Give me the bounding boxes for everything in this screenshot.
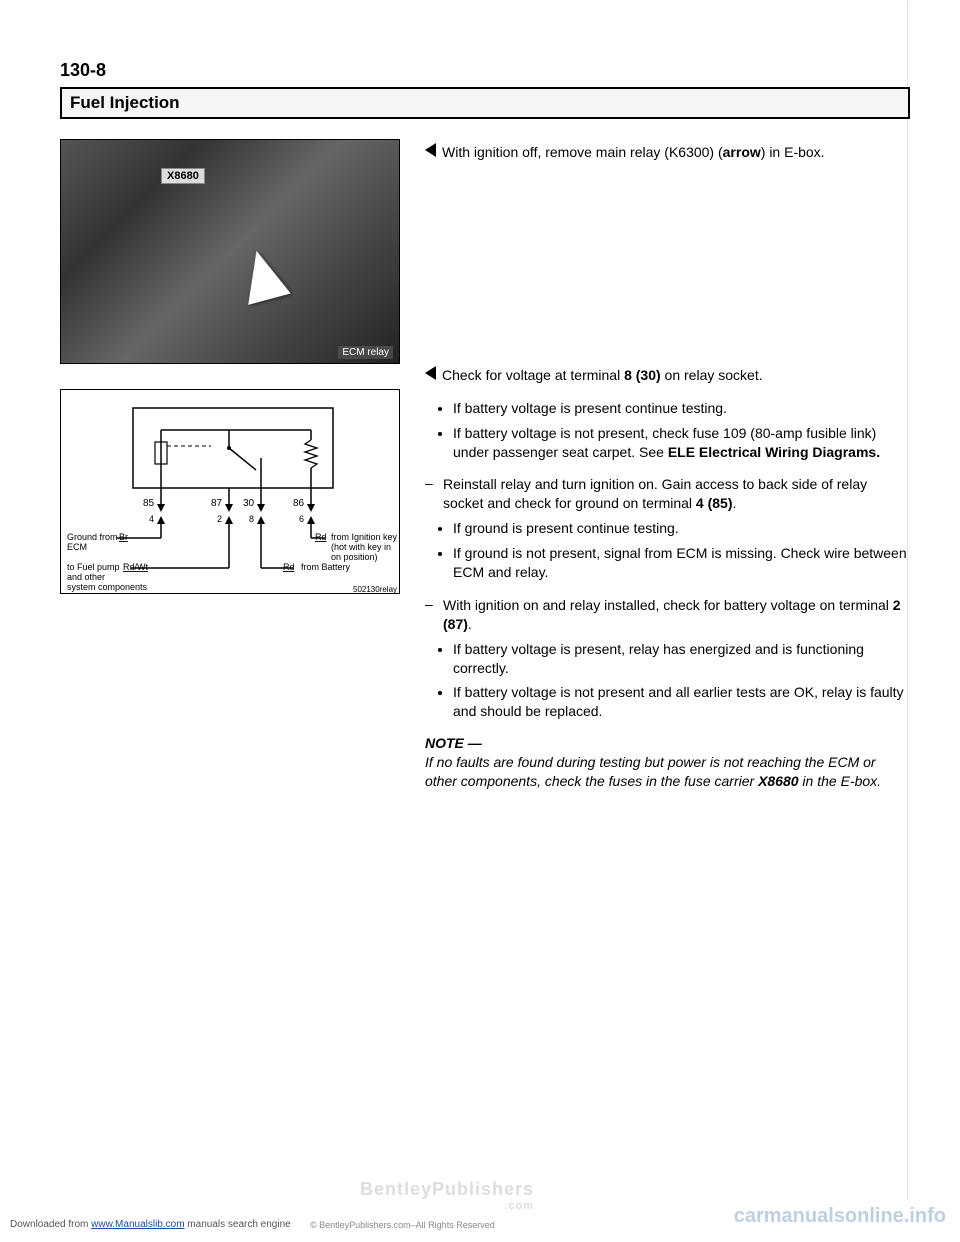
spacer	[425, 176, 910, 366]
note-end: in the E-box.	[799, 773, 882, 789]
step-2-pre: Check for voltage at terminal	[442, 367, 624, 383]
dash-icon: –	[425, 475, 443, 513]
content-row: X8680 ECM relay	[60, 139, 910, 791]
step-2-bullets: If battery voltage is present continue t…	[453, 399, 910, 462]
pin-2: 2	[217, 514, 222, 524]
relay-photo: X8680 ECM relay	[60, 139, 400, 364]
step-3-pre: Reinstall relay and turn ignition on. Ga…	[443, 476, 867, 511]
footer-dl-post: manuals search engine	[185, 1219, 291, 1230]
step-4-end: .	[468, 616, 472, 632]
diagram-ignkey-a: from Ignition key	[331, 532, 398, 542]
diagram-fuelpump-label: to Fuel pump	[67, 562, 120, 572]
step-1: With ignition off, remove main relay (K6…	[425, 143, 910, 162]
step-4-bullet-2: If battery voltage is not present and al…	[453, 683, 910, 721]
step-4-bullet-1: If battery voltage is present, relay has…	[453, 640, 910, 678]
watermark-sub: .com	[360, 1200, 534, 1212]
step-2-bullet-2: If battery voltage is not present, check…	[453, 424, 910, 462]
page-number: 130-8	[60, 60, 910, 81]
step-2-end: on relay socket.	[661, 367, 763, 383]
step-3-text: Reinstall relay and turn ignition on. Ga…	[443, 475, 910, 513]
right-column: With ignition off, remove main relay (K6…	[425, 139, 910, 791]
section-title: Fuel Injection	[60, 87, 910, 119]
step-1-end: ) in E-box.	[761, 144, 825, 160]
diagram-svg: 85 87 30 86 4 2 8 6 Ground from Br ECM t…	[61, 390, 401, 595]
photo-label-x8680: X8680	[161, 168, 205, 184]
step-1-text: With ignition off, remove main relay (K6…	[442, 143, 825, 162]
watermark-text: BentleyPublishers	[360, 1179, 534, 1199]
footer-download-source: Downloaded from www.Manualslib.com manua…	[10, 1219, 291, 1230]
step-3: – Reinstall relay and turn ignition on. …	[425, 475, 910, 513]
pin-8: 8	[249, 514, 254, 524]
photo-corner-tag: ECM relay	[338, 346, 393, 359]
triangle-marker-icon	[425, 143, 436, 157]
diagram-fig-num: 502130relay	[353, 585, 397, 594]
watermark-publisher: BentleyPublishers .com	[360, 1179, 534, 1212]
step-2-b2-bold: ELE Electrical Wiring Diagrams.	[668, 444, 880, 460]
page-container: 130-8 Fuel Injection X8680 ECM relay	[0, 0, 960, 791]
step-4-pre: With ignition on and relay installed, ch…	[443, 597, 893, 613]
photo-arrow-icon	[235, 245, 290, 305]
step-3-bold: 4 (85)	[696, 495, 733, 511]
footer-copyright: © BentleyPublishers.com–All Rights Reser…	[310, 1220, 495, 1230]
note-body: If no faults are found during testing bu…	[425, 753, 910, 791]
terminal-85: 85	[143, 498, 155, 509]
terminal-30: 30	[243, 498, 255, 509]
diagram-wire-br: Br	[119, 532, 128, 542]
diagram-andother: and other	[67, 572, 105, 582]
triangle-marker-icon	[425, 366, 436, 380]
step-2: Check for voltage at terminal 8 (30) on …	[425, 366, 910, 385]
terminal-87: 87	[211, 498, 223, 509]
diagram-wire-rd2: Rd	[283, 562, 295, 572]
relay-wiring-diagram: 85 87 30 86 4 2 8 6 Ground from Br ECM t…	[60, 389, 400, 594]
note-bold: X8680	[758, 773, 798, 789]
diagram-wire-rd1: Rd	[315, 532, 327, 542]
note-heading: NOTE —	[425, 735, 910, 751]
step-3-bullet-2: If ground is not present, signal from EC…	[453, 544, 910, 582]
footer-dl-pre: Downloaded from	[10, 1219, 91, 1230]
step-4-text: With ignition on and relay installed, ch…	[443, 596, 910, 634]
step-3-bullet-1: If ground is present continue testing.	[453, 519, 910, 538]
step-2-bold: 8 (30)	[624, 367, 661, 383]
footer-manualslib-link[interactable]: www.Manualslib.com	[91, 1219, 184, 1230]
pin-6: 6	[299, 514, 304, 524]
step-2-bullet-1: If battery voltage is present continue t…	[453, 399, 910, 418]
diagram-ignkey-b: (hot with key in	[331, 542, 391, 552]
left-column: X8680 ECM relay	[60, 139, 400, 791]
step-3-end: .	[733, 495, 737, 511]
dash-icon: –	[425, 596, 443, 634]
step-4: – With ignition on and relay installed, …	[425, 596, 910, 634]
diagram-syscomp: system components	[67, 582, 148, 592]
footer-site-watermark: carmanualsonline.info	[734, 1205, 946, 1228]
terminal-86: 86	[293, 498, 305, 509]
pin-4: 4	[149, 514, 154, 524]
diagram-wire-rdwt: Rd/Wt	[123, 562, 149, 572]
step-1-bold: arrow	[723, 144, 761, 160]
step-3-bullets: If ground is present continue testing. I…	[453, 519, 910, 582]
step-4-bullets: If battery voltage is present, relay has…	[453, 640, 910, 722]
step-2-text: Check for voltage at terminal 8 (30) on …	[442, 366, 763, 385]
diagram-from-battery: from Battery	[301, 562, 351, 572]
diagram-ecm-label: ECM	[67, 542, 87, 552]
diagram-ground-from: Ground from	[67, 532, 118, 542]
diagram-ignkey-c: on position)	[331, 552, 378, 562]
step-1-pre: With ignition off, remove main relay (K6…	[442, 144, 723, 160]
